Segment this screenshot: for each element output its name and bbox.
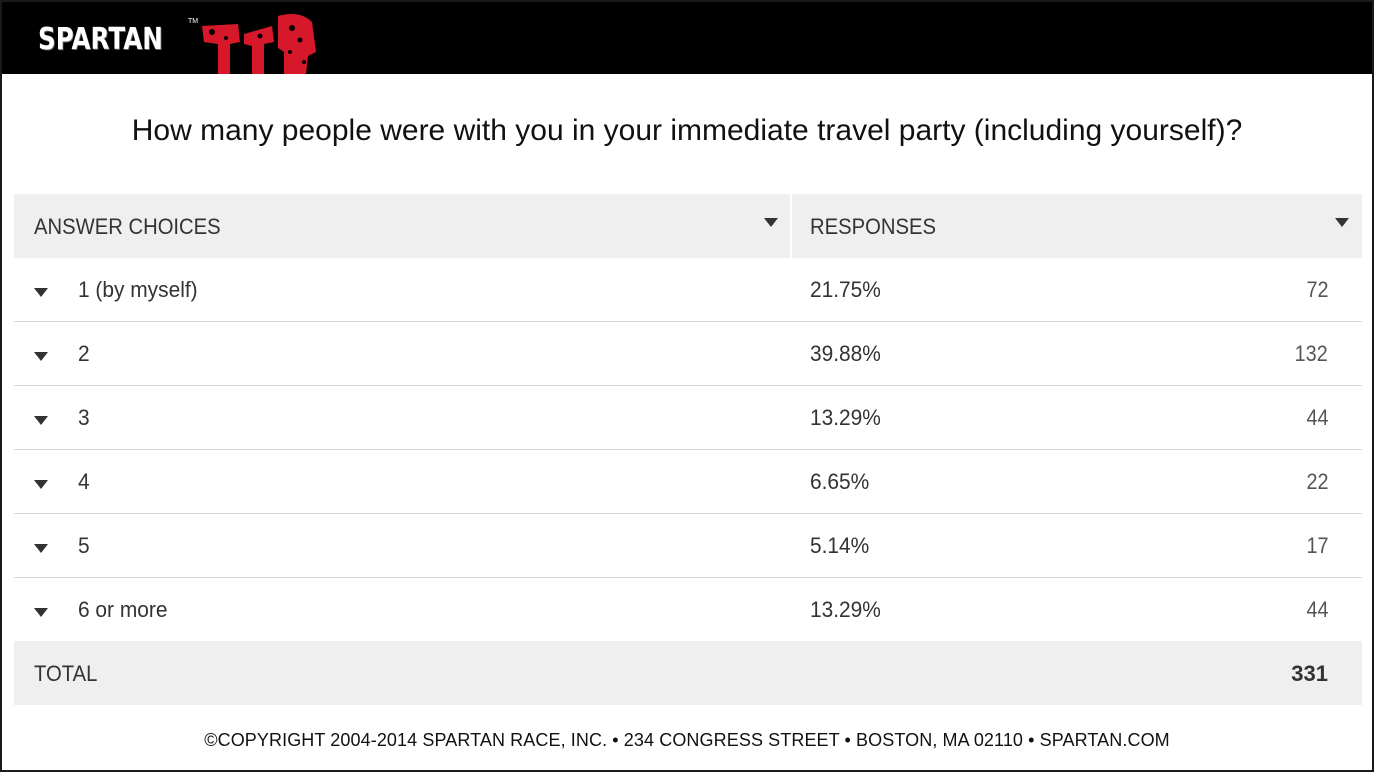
expand-row-icon[interactable] <box>34 544 48 553</box>
expand-row-icon[interactable] <box>34 416 48 425</box>
copyright-footer: ©COPYRIGHT 2004-2014 SPARTAN RACE, INC. … <box>2 730 1372 751</box>
expand-row-icon[interactable] <box>34 352 48 361</box>
total-row: TOTAL 331 <box>14 641 1362 705</box>
total-label: TOTAL <box>34 641 97 707</box>
response-count: 72 <box>1306 258 1328 321</box>
table-header: ANSWER CHOICES RESPONSES <box>14 194 1362 258</box>
header-answer-choices[interactable]: ANSWER CHOICES <box>34 194 221 258</box>
sort-answer-choices-icon[interactable] <box>764 218 778 227</box>
response-percent: 21.75% <box>810 258 881 321</box>
logo-trademark: TM <box>188 18 198 25</box>
response-count: 17 <box>1306 514 1328 577</box>
response-percent: 13.29% <box>810 386 881 449</box>
table-row: 5 5.14% 17 <box>14 514 1362 578</box>
answer-label: 5 <box>78 514 90 577</box>
response-count: 44 <box>1306 386 1328 449</box>
expand-row-icon[interactable] <box>34 480 48 489</box>
response-count: 44 <box>1306 578 1328 641</box>
spartan-logo: SPARTAN TM <box>38 12 338 74</box>
logo-text: SPARTAN <box>38 22 163 57</box>
answer-label: 2 <box>78 322 90 385</box>
answer-label: 4 <box>78 450 90 513</box>
table-row: 3 13.29% 44 <box>14 386 1362 450</box>
table-row: 4 6.65% 22 <box>14 450 1362 514</box>
expand-row-icon[interactable] <box>34 288 48 297</box>
column-divider <box>790 194 792 258</box>
response-percent: 13.29% <box>810 578 881 641</box>
total-value: 331 <box>1291 641 1328 707</box>
spartan-helmet-icon <box>200 12 320 74</box>
table-row: 2 39.88% 132 <box>14 322 1362 386</box>
table-row: 1 (by myself) 21.75% 72 <box>14 258 1362 322</box>
response-count: 22 <box>1306 450 1328 513</box>
response-percent: 39.88% <box>810 322 881 385</box>
response-percent: 6.65% <box>810 450 869 513</box>
header-responses[interactable]: RESPONSES <box>810 194 936 258</box>
expand-row-icon[interactable] <box>34 608 48 617</box>
answer-label: 3 <box>78 386 90 449</box>
responses-table: ANSWER CHOICES RESPONSES 1 (by myself) 2… <box>14 194 1362 705</box>
sort-responses-icon[interactable] <box>1335 218 1349 227</box>
answer-label: 6 or more <box>78 578 167 641</box>
response-percent: 5.14% <box>810 514 869 577</box>
answer-label: 1 (by myself) <box>78 258 198 321</box>
response-count: 132 <box>1295 322 1328 385</box>
survey-question: How many people were with you in your im… <box>2 114 1372 148</box>
table-row: 6 or more 13.29% 44 <box>14 578 1362 641</box>
header-bar: SPARTAN TM <box>2 2 1372 74</box>
